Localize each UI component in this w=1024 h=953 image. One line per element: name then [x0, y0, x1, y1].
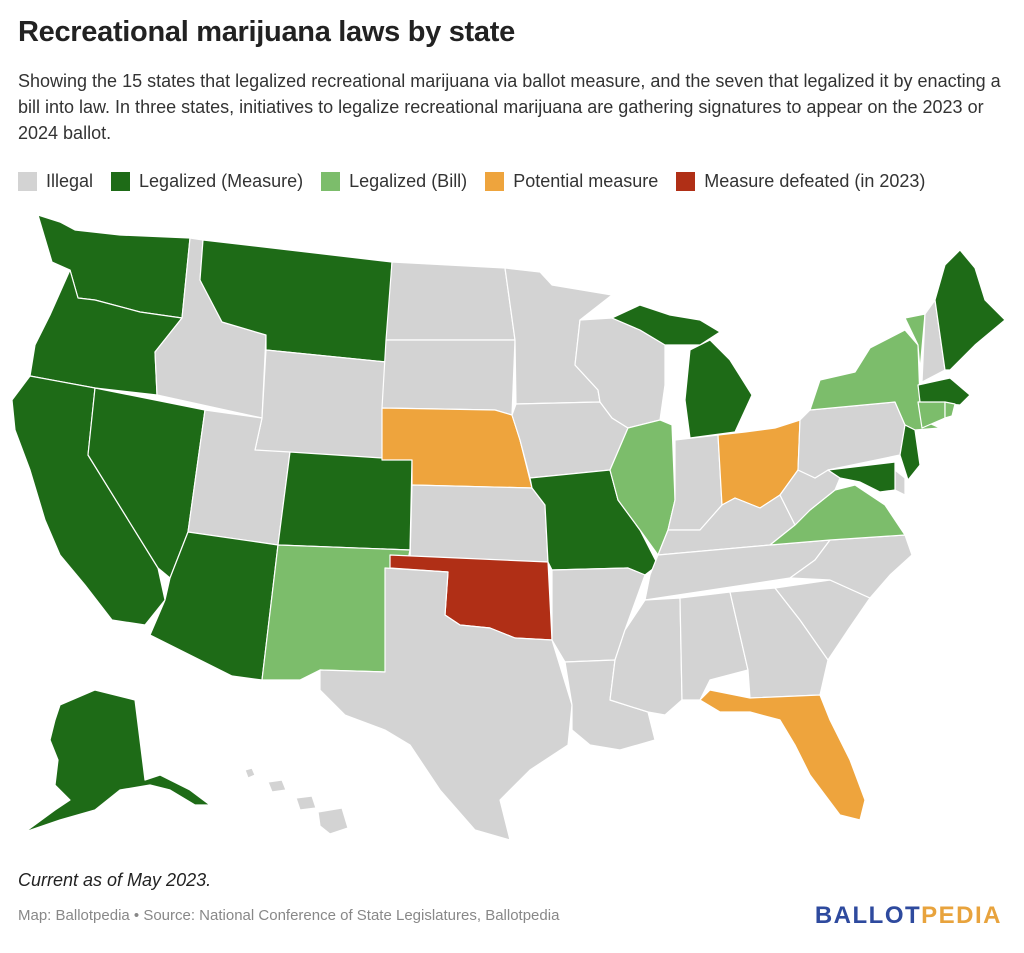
- state-michigan[interactable]: [611, 304, 753, 439]
- legend-swatch-potential: [485, 172, 505, 191]
- legend-item-measure: Legalized (Measure): [111, 171, 303, 192]
- state-new-jersey[interactable]: [899, 424, 921, 481]
- logo-part-pedia: PEDIA: [921, 902, 1002, 929]
- legend: Illegal Legalized (Measure) Legalized (B…: [18, 171, 943, 192]
- state-north-dakota[interactable]: [385, 261, 516, 341]
- logo-part-ballot: BALLOT: [814, 902, 922, 929]
- state-south-dakota[interactable]: [381, 339, 516, 416]
- currency-note: Current as of May 2023.: [18, 870, 212, 890]
- ballotpedia-logo: BALLOTPEDIA: [815, 902, 1002, 930]
- legend-swatch-bill: [321, 172, 341, 191]
- us-map: [0, 205, 1024, 855]
- legend-swatch-defeated: [676, 172, 696, 191]
- legend-item-illegal: Illegal: [18, 171, 93, 192]
- source-footer: Map: Ballotpedia • Source: National Conf…: [18, 907, 560, 924]
- state-massachusetts[interactable]: [917, 377, 971, 406]
- state-maryland[interactable]: [827, 461, 896, 493]
- legend-label-measure: Legalized (Measure): [139, 171, 304, 191]
- state-wyoming[interactable]: [254, 349, 387, 463]
- state-maine[interactable]: [934, 249, 1006, 371]
- state-delaware[interactable]: [894, 469, 906, 496]
- chart-subtitle: Showing the 15 states that legalized rec…: [18, 71, 1001, 143]
- legend-label-bill: Legalized (Bill): [349, 171, 468, 191]
- legend-swatch-illegal: [18, 172, 37, 191]
- state-florida[interactable]: [699, 689, 866, 821]
- state-connecticut[interactable]: [917, 401, 946, 429]
- state-oregon[interactable]: [29, 269, 183, 396]
- legend-swatch-measure: [111, 172, 131, 191]
- legend-label-illegal: Illegal: [46, 171, 94, 191]
- legend-item-potential: Potential measure: [485, 171, 658, 192]
- legend-label-defeated: Measure defeated (in 2023): [704, 171, 926, 191]
- state-rhode-island[interactable]: [944, 401, 956, 419]
- state-texas[interactable]: [319, 567, 573, 841]
- us-map-svg: [11, 214, 1006, 841]
- state-kansas[interactable]: [409, 484, 549, 563]
- legend-item-defeated: Measure defeated (in 2023): [676, 171, 925, 192]
- state-north-carolina[interactable]: [789, 534, 913, 599]
- legend-item-bill: Legalized (Bill): [321, 171, 467, 192]
- state-colorado[interactable]: [277, 451, 413, 551]
- chart-title: Recreational marijuana laws by state: [18, 16, 515, 48]
- state-alaska[interactable]: [24, 689, 211, 833]
- legend-label-potential: Potential measure: [513, 171, 659, 191]
- state-hawaii[interactable]: [244, 767, 349, 835]
- state-vermont[interactable]: [904, 313, 926, 371]
